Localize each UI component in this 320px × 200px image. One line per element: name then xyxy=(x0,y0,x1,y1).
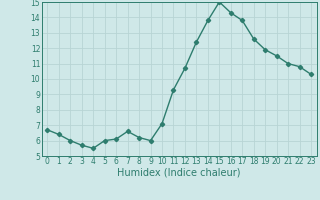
X-axis label: Humidex (Indice chaleur): Humidex (Indice chaleur) xyxy=(117,168,241,178)
